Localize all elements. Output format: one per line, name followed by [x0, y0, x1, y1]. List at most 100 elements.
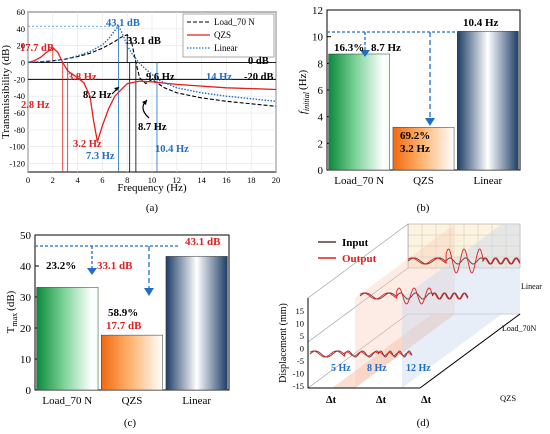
- panel-a-legend: Load_70 N QZS Linear: [182, 13, 275, 58]
- panel-b-category-labels: Load_70 N QZS Linear: [334, 175, 502, 187]
- panel-d-freq-8hz: 8 Hz: [367, 363, 387, 374]
- panel-b-y-tick-label: 4: [318, 112, 324, 124]
- panel-a-x-tick-label: 10: [148, 175, 157, 185]
- panel-b-qzs-value: 3.2 Hz: [400, 143, 430, 155]
- panel-d-qzs-input-wave: [309, 350, 413, 358]
- panel-c-linear-value: 43.1 dB: [185, 236, 221, 248]
- series-linear-line: [27, 24, 277, 102]
- panel-b-bar-0: [328, 53, 390, 171]
- panel-a-caption: (a): [146, 202, 159, 214]
- panel-a-y-tick-label: -80: [14, 125, 25, 135]
- panel-a-y-axis-label: Transmissibility (dB): [0, 45, 12, 139]
- panel-a-y-tick-label: 40: [17, 24, 26, 34]
- panel-a-y-tick-label: 0: [21, 58, 25, 68]
- panel-b-load-percent: 16.3%: [334, 42, 364, 54]
- panel-b-load-arrowhead: [360, 50, 370, 57]
- annotation-33-1-db: 33.1 dB: [127, 36, 161, 47]
- panel-d-caption: (d): [417, 417, 430, 429]
- panel-a-annotations: 43.1 dB 33.1 dB 17.7 dB 0 dB -20 dB 3.8 …: [20, 18, 273, 162]
- panel-c-y-axis-label: Tmax(dB): [5, 290, 19, 333]
- panel-a-x-tick-label: 4: [75, 175, 80, 185]
- panel-b-load-value: 8.7 Hz: [371, 42, 401, 54]
- panel-c-bar-1: [101, 334, 163, 391]
- annotation-10-4-hz: 10.4 Hz: [155, 144, 189, 155]
- annotation-3-2-hz: 3.2 Hz: [73, 139, 102, 150]
- panel-b-y-tick-label: 2: [318, 138, 324, 150]
- panel-a-x-tick-label: 18: [247, 175, 256, 185]
- annotation-minus-20-db: -20 dB: [244, 72, 273, 83]
- panel-c-category-labels: Load_70 N QZS Linear: [42, 395, 211, 407]
- panel-d-z-axis-label: Displacement (mm): [278, 303, 289, 383]
- panel-d-waveforms: [309, 248, 521, 358]
- panel-a-y-tick-label: 60: [17, 7, 26, 17]
- panel-d-depth-load: Load_70N: [502, 324, 536, 333]
- panel-d-band-5hz-wall: [355, 224, 455, 388]
- panel-c-y-tick-label: 20: [20, 323, 32, 335]
- panel-a-y-tick-label: -60: [14, 108, 25, 118]
- panel-d-dt-1: Δt: [326, 395, 337, 406]
- annotation-7-3-hz: 7.3 Hz: [86, 151, 115, 162]
- panel-a-gridlines: [27, 11, 277, 172]
- panel-d-depth-linear: Linear: [521, 282, 542, 291]
- panel-b-bar-chart: 0 2 4 6 8 10 12 Load_70 N QZS Linear finitial(Hz…: [297, 5, 521, 214]
- panel-c-caption: (c): [124, 417, 137, 429]
- panel-c-y-tick-label: 10: [20, 354, 32, 366]
- panel-c-load-arrowhead: [87, 268, 97, 275]
- panel-a-x-tick-label: 8: [125, 175, 129, 185]
- panel-d-freq-5hz: 5 Hz: [331, 363, 351, 374]
- legend-load-label: Load_70 N: [214, 17, 255, 27]
- panel-c-y-tick-label: 0: [26, 385, 32, 397]
- panel-a-x-tick-label: 14: [197, 175, 206, 185]
- panel-a-x-tick-label: 0: [26, 175, 30, 185]
- annotation-43-1-db: 43.1 dB: [106, 18, 140, 29]
- panel-d-z-tick-label: 5: [300, 331, 304, 341]
- panel-a-y-tick-label: -120: [9, 159, 25, 169]
- panel-c-qzs-percent: 58.9%: [108, 307, 138, 319]
- panel-c-bar-0: [36, 287, 99, 391]
- annotation-2-8-hz: 2.8 Hz: [21, 100, 50, 111]
- annotation-8-7-hz: 8.7 Hz: [138, 122, 167, 133]
- panel-a-x-tick-label: 16: [222, 175, 231, 185]
- panel-d-band-12hz: [402, 224, 520, 388]
- panel-a-x-axis-label: Frequency (Hz): [117, 182, 187, 194]
- panel-d-depth-qzs: QZS: [500, 393, 516, 403]
- panel-a-y-tick-label: -100: [9, 142, 25, 152]
- panel-a-y-tick-label: -20: [14, 74, 25, 84]
- annotation-17-7-db: 17.7 dB: [20, 43, 54, 54]
- panel-d-z-tick-label: -15: [293, 381, 304, 391]
- panel-b-qzs-arrowhead: [425, 118, 435, 126]
- panel-a-x-tick-label: 2: [51, 175, 55, 185]
- panel-d-z-tick-label: 15: [296, 306, 305, 316]
- panel-b-y-tick-label: 12: [312, 5, 323, 17]
- panel-c-category-label: QZS: [122, 395, 143, 407]
- panel-c-load-value: 33.1 dB: [97, 260, 133, 272]
- panel-c-bars: [36, 256, 228, 391]
- panel-d-dt-3: Δt: [421, 395, 432, 406]
- panel-b-y-tick-label: 10: [312, 32, 324, 44]
- panel-d-z-tick-label: 10: [296, 319, 305, 329]
- panel-b-ticks: 0 2 4 6 8 10 12: [312, 5, 331, 177]
- panel-a-x-tick-label: 6: [100, 175, 104, 185]
- panel-d-load-output-wave: [359, 287, 469, 305]
- annotation-8-7-arrowhead: [142, 100, 147, 105]
- panel-d-3d-waveforms: 15 10 5 0 -5 -10 -15 Displacement (mm) 5 Hz 8 …: [278, 223, 542, 429]
- panel-a-frequency-markers: [28, 25, 158, 172]
- panel-b-bar-2: [457, 31, 519, 171]
- panel-b-linear-value: 10.4 Hz: [463, 17, 499, 29]
- panel-d-z-tick-label: 0: [300, 344, 304, 354]
- panel-d-linear-output-wave: [407, 248, 521, 274]
- panel-b-y-tick-label: 8: [318, 58, 324, 70]
- panel-b-category-label: QZS: [413, 175, 434, 187]
- panel-c-ticks: 0 10 20 30 40 50: [20, 230, 39, 397]
- panel-d-z-tick-label: -10: [293, 369, 304, 379]
- panel-c-category-label: Linear: [182, 395, 211, 407]
- panel-a-ticks: 0 2 4 6 8 10 12 14 16 18 20 60 40 20 0 -20 -40 -60 -80 -100…: [9, 7, 280, 185]
- panel-a-y-tick-label: 20: [17, 41, 26, 51]
- panel-b-y-tick-label: 0: [318, 165, 324, 177]
- panel-d-legend-input: Input: [342, 237, 369, 249]
- panel-b-bar-1: [392, 127, 455, 171]
- panel-a-x-tick-label: 20: [272, 175, 281, 185]
- panel-c-load-percent: 23.2%: [46, 260, 76, 272]
- panel-c-qzs-arrowhead: [144, 288, 154, 296]
